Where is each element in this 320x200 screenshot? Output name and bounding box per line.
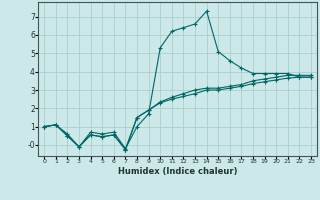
X-axis label: Humidex (Indice chaleur): Humidex (Indice chaleur): [118, 167, 237, 176]
